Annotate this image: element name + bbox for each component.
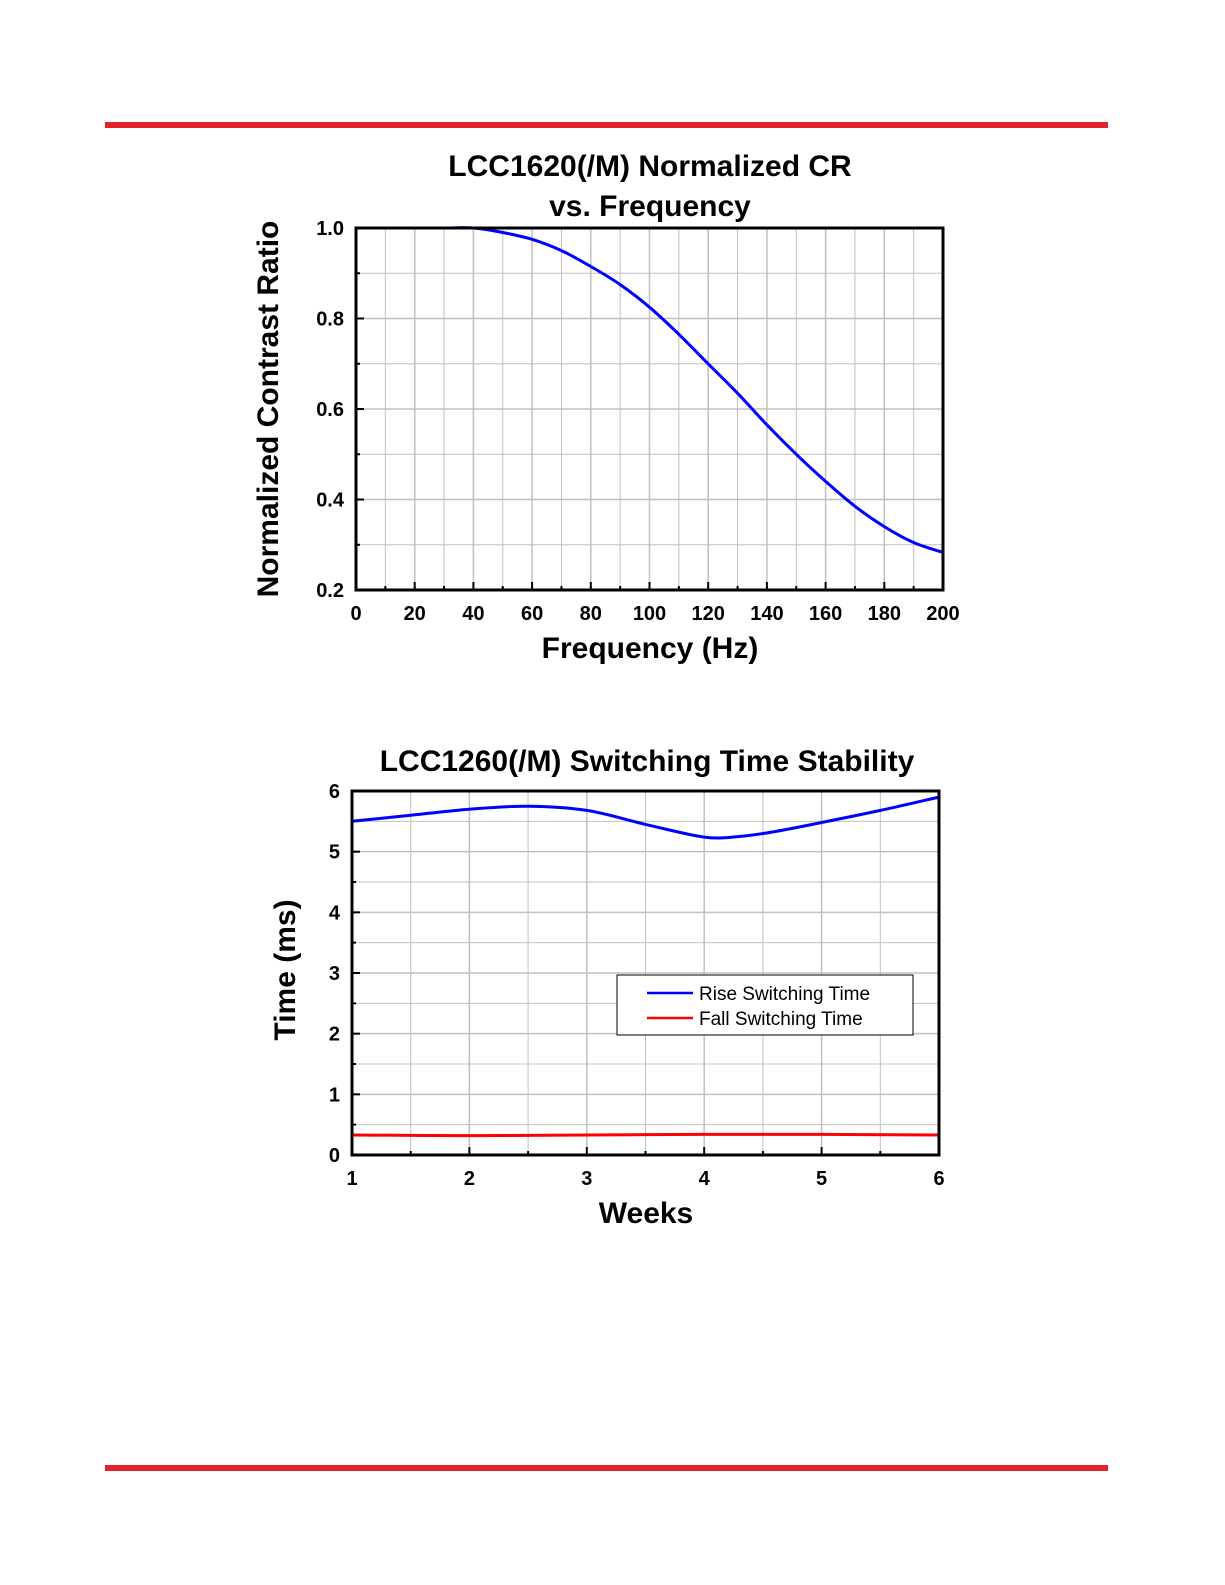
chart-title-line-2: vs. Frequency [549, 190, 751, 223]
y-tick-label: 4 [329, 902, 341, 924]
x-tick-label: 180 [868, 603, 901, 625]
series-line-1 [351, 795, 940, 840]
x-tick-label: 5 [816, 1168, 827, 1190]
y-tick-label: 0 [329, 1145, 340, 1167]
series-lines [351, 795, 940, 1138]
ticks: 0 20 40 60 80 100 120 140 160 180 200 0.2 0.4 0.6 0.8 1… [316, 218, 960, 625]
switching-time-chart: LCC1260(/M) Switching Time Stability 1 2 3… [269, 745, 945, 1230]
y-axis-label: Normalized Contrast Ratio [252, 221, 285, 598]
x-tick-label: 160 [809, 603, 842, 625]
x-tick-label: 60 [521, 603, 543, 625]
x-tick-label: 120 [692, 603, 725, 625]
legend: Rise Switching Time Fall Switching Time [616, 974, 914, 1036]
x-axis-label: Weeks [599, 1197, 694, 1230]
x-tick-label: 40 [462, 603, 484, 625]
grid [351, 790, 940, 1156]
y-tick-label: 6 [329, 781, 340, 803]
x-tick-label: 140 [750, 603, 783, 625]
y-tick-label: 5 [329, 842, 340, 864]
grid [355, 227, 944, 591]
y-tick-label: 1 [329, 1084, 340, 1106]
plot-frame [354, 226, 945, 592]
y-tick-label: 0.4 [316, 490, 345, 512]
y-tick-label: 1.0 [316, 218, 344, 240]
x-tick-label: 6 [933, 1168, 944, 1190]
x-tick-label: 1 [346, 1168, 357, 1190]
y-tick-label: 3 [329, 963, 340, 985]
x-tick-label: 3 [581, 1168, 592, 1190]
x-tick-label: 0 [350, 603, 361, 625]
x-tick-label: 20 [404, 603, 426, 625]
top-rule [105, 122, 1108, 128]
x-tick-label: 80 [580, 603, 602, 625]
legend-box [616, 974, 914, 1036]
x-tick-label: 200 [926, 603, 959, 625]
x-tick-label: 2 [464, 1168, 475, 1190]
x-tick-label: 100 [633, 603, 666, 625]
chart-title-line-1: LCC1620(/M) Normalized CR [448, 150, 852, 183]
bottom-rule [105, 1465, 1108, 1471]
x-axis-label: Frequency (Hz) [542, 632, 759, 665]
y-tick-label: 0.2 [316, 580, 344, 602]
legend-label-fall: Fall Switching Time [699, 1009, 863, 1030]
chart-title: LCC1260(/M) Switching Time Stability [380, 745, 915, 778]
y-tick-label: 2 [329, 1024, 340, 1046]
plot-frame [350, 789, 941, 1157]
series-line-2 [351, 1132, 940, 1138]
y-tick-label: 0.6 [316, 399, 344, 421]
y-axis-label: Time (ms) [269, 899, 302, 1040]
y-tick-label: 0.8 [316, 309, 344, 331]
legend-label-rise: Rise Switching Time [699, 984, 870, 1005]
contrast-ratio-chart: LCC1620(/M) Normalized CR vs. Frequency … [252, 150, 960, 665]
x-tick-label: 4 [699, 1168, 711, 1190]
